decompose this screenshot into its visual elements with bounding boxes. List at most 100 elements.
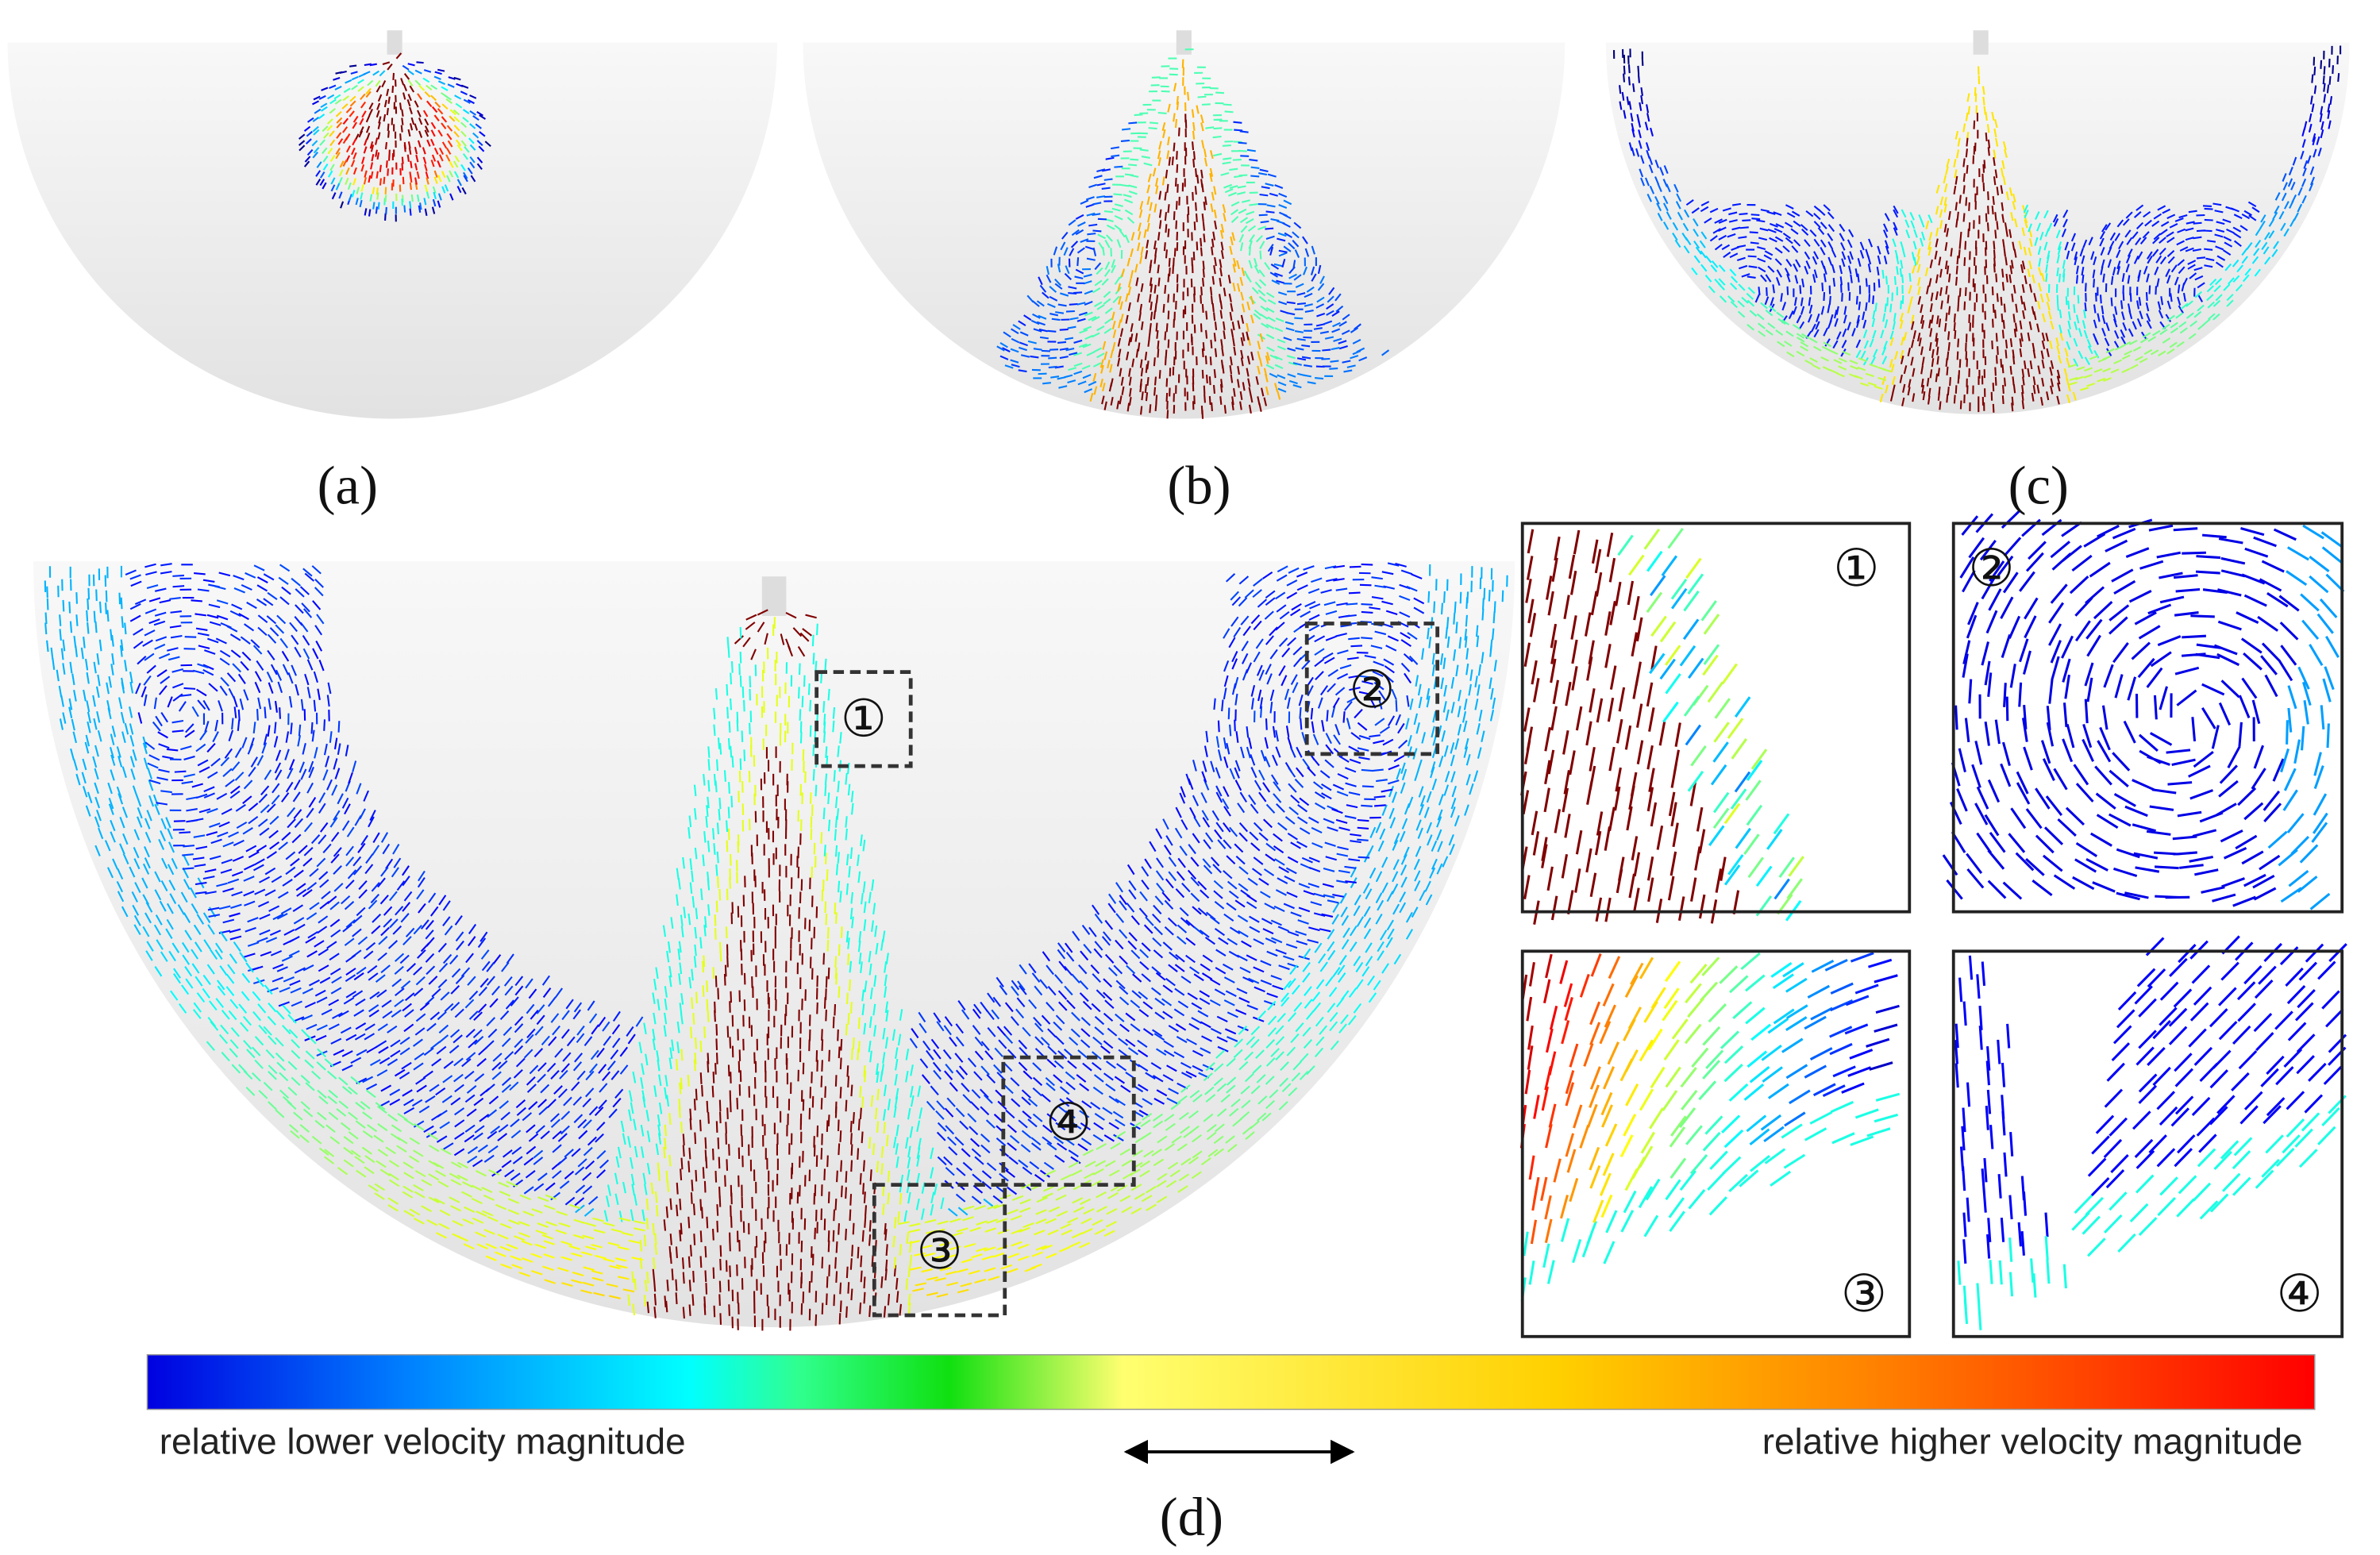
arrows	[355, 198, 359, 206]
arrows	[2255, 227, 2262, 237]
arrows	[1565, 1133, 1575, 1157]
arrows	[1809, 337, 2171, 344]
arrows	[181, 579, 1400, 1181]
arrows	[304, 1059, 314, 1069]
arrows	[518, 1270, 957, 1277]
arrows	[178, 599, 1384, 1153]
arrows	[1768, 305, 1777, 313]
arrows	[1290, 1033, 1300, 1044]
arrows	[1607, 1041, 1619, 1065]
arrows	[1680, 1067, 1697, 1088]
arrows	[312, 125, 319, 133]
arrows	[256, 576, 1412, 1178]
arrows	[476, 110, 483, 117]
arrows	[2263, 246, 2270, 255]
arrows	[2300, 150, 2305, 160]
arrows	[1796, 333, 2197, 340]
arrows	[282, 1004, 291, 1014]
arrows	[157, 600, 1400, 1177]
arrows	[1011, 121, 1138, 352]
arrows	[374, 1191, 1146, 1200]
arrows	[1526, 996, 1533, 1022]
arrows	[495, 1251, 1043, 1257]
arrows	[470, 175, 476, 183]
arrows	[337, 138, 365, 172]
arrows	[352, 121, 358, 129]
arrows	[421, 1179, 462, 1187]
arrows	[148, 602, 1323, 1182]
arrows	[202, 635, 1361, 1179]
arrows	[2312, 136, 2320, 146]
arrows	[1785, 1016, 1808, 1032]
arrows	[422, 147, 426, 155]
arrows	[430, 84, 438, 90]
arrows	[1011, 229, 1315, 369]
arrows	[1671, 587, 1688, 610]
arrows	[2264, 256, 2271, 265]
arrows	[367, 79, 374, 87]
arrows	[416, 61, 424, 64]
arrows	[1728, 1083, 1749, 1102]
arrows	[485, 1255, 1030, 1262]
arrows	[1068, 219, 1292, 252]
arrows	[1068, 156, 1115, 268]
arrows	[1050, 257, 1317, 368]
arrows	[171, 941, 1373, 953]
arrows	[326, 118, 333, 125]
arrows	[275, 1108, 314, 1118]
arrows	[2320, 106, 2324, 115]
arrows	[2080, 387, 2089, 391]
arrows	[1677, 211, 2278, 221]
arrows	[1386, 919, 1394, 931]
arrows	[1089, 59, 1281, 402]
arrows	[2308, 123, 2313, 133]
arrows	[1812, 1083, 1836, 1097]
arrows	[329, 109, 456, 162]
arrows	[1672, 221, 2286, 232]
arrows	[1624, 1168, 1639, 1191]
arrows	[1619, 1058, 1634, 1082]
arrows	[1188, 1110, 1199, 1119]
arrows	[276, 1061, 1215, 1072]
arrows	[2194, 291, 2203, 298]
arrows	[1269, 192, 1335, 352]
arrows	[356, 187, 360, 194]
arrows	[2267, 524, 2345, 910]
arrows	[2159, 329, 2168, 336]
arrows	[1685, 724, 1751, 793]
arrows	[1640, 1131, 1655, 1154]
arrows	[1301, 356, 1331, 368]
arrows	[1073, 229, 1102, 344]
arrows	[329, 139, 336, 147]
arrows	[424, 208, 428, 216]
arrows	[421, 1205, 1133, 1214]
arrows	[1049, 257, 1080, 356]
arrows	[476, 163, 483, 170]
arrows	[1659, 658, 1676, 680]
arrows	[354, 52, 429, 141]
arrows	[2328, 75, 2332, 85]
arrows	[1604, 1123, 1618, 1147]
arrows	[1849, 1049, 1874, 1060]
arrows	[447, 83, 455, 88]
arrows	[1619, 85, 2317, 94]
arrows	[282, 1095, 293, 1106]
arrows	[258, 1089, 1200, 1099]
arrows	[1069, 210, 1347, 344]
arrows	[912, 1287, 924, 1292]
arrows	[1766, 829, 1783, 850]
arrows	[1234, 1038, 1244, 1048]
arrows	[303, 125, 311, 132]
arrows	[2102, 355, 2143, 362]
arrows	[327, 94, 335, 100]
inset-frame	[1951, 949, 2344, 1338]
arrows	[1569, 1043, 1579, 1068]
arrows	[363, 146, 368, 154]
arrows	[2178, 321, 2187, 328]
arrows	[2236, 264, 2243, 273]
arrows	[369, 63, 377, 67]
arrows	[402, 1160, 1096, 1169]
arrows	[342, 95, 350, 102]
arrows	[453, 116, 463, 152]
arrows	[2309, 183, 2314, 192]
